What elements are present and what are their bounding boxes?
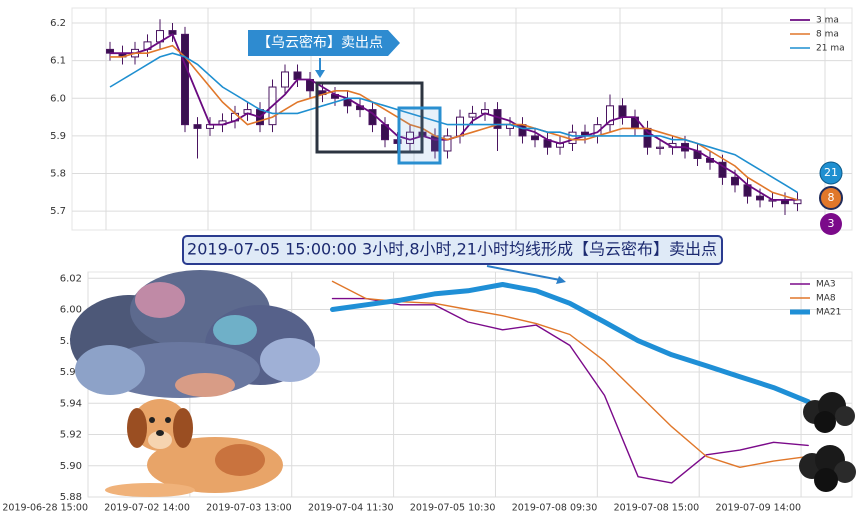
vertical-grid xyxy=(105,8,826,230)
annotation-arrow xyxy=(248,30,400,56)
highlight-box xyxy=(315,81,424,154)
y-tick-label: 5.9 xyxy=(50,131,66,142)
y-tick-label: 5.94 xyxy=(60,398,82,409)
x-tick-label: 2019-07-04 11:30 xyxy=(308,503,394,514)
x-tick-label: 2019-07-08 15:00 xyxy=(614,503,700,514)
badges: 21 8 3 xyxy=(819,161,843,235)
candle-body xyxy=(181,33,189,126)
legend-label: 3 ma xyxy=(816,16,839,26)
candle-body xyxy=(531,135,539,141)
x-tick-label: 2019-06-28 15:00 xyxy=(2,503,88,514)
pointer-head xyxy=(315,70,325,78)
candle-body xyxy=(281,71,289,88)
badge-label: 3 xyxy=(828,217,835,230)
dog xyxy=(105,399,283,497)
ma-line xyxy=(109,52,798,194)
legend-label: MA8 xyxy=(816,294,836,304)
badge-label: 8 xyxy=(828,191,835,204)
marks: 5.7 5.8 5.9 6.0 6.1 6.2 3 ma 8 ma 21 ma 5.88 5.90 5… xyxy=(2,16,852,514)
annotation-label: 【乌云密布】卖出点 xyxy=(257,34,383,51)
badge xyxy=(819,161,843,185)
candle-body xyxy=(618,105,627,118)
x-tick-label: 2019-07-09 14:00 xyxy=(715,503,801,514)
badge xyxy=(820,213,842,235)
ma-line xyxy=(331,297,809,484)
dark-clouds xyxy=(799,392,856,492)
candle-body xyxy=(718,161,727,178)
x-tick-label: 2019-07-08 09:30 xyxy=(512,503,598,514)
y-tick-label: 6.02 xyxy=(60,273,82,284)
y-tick-label: 6.1 xyxy=(50,56,66,67)
x-tick-label: 2019-07-03 13:00 xyxy=(206,503,292,514)
candle-body xyxy=(731,176,739,186)
candle-body xyxy=(468,112,477,118)
y-tick-label: 5.7 xyxy=(50,206,66,217)
y-tick-label: 6.0 xyxy=(50,93,66,104)
legend-label: MA21 xyxy=(816,308,841,318)
banner xyxy=(182,235,723,265)
highlight-box xyxy=(397,106,442,165)
badge xyxy=(819,186,843,210)
legend-label: 21 ma xyxy=(816,44,845,54)
candle-body xyxy=(443,135,452,152)
storm-cloud xyxy=(70,270,320,398)
legend-label: 8 ma xyxy=(816,30,839,40)
candle-body xyxy=(656,146,664,149)
y-tick-label: 5.8 xyxy=(50,169,66,180)
x-tick-label: 2019-07-05 10:30 xyxy=(410,503,496,514)
candle-body xyxy=(568,131,577,144)
candle-body xyxy=(606,105,614,126)
y-tick-label: 5.92 xyxy=(60,430,82,441)
y-tick-label: 5.90 xyxy=(60,461,82,472)
badge-label: 21 xyxy=(824,166,838,179)
y-tick-label: 5.96 xyxy=(60,367,82,378)
x-tick-label: 2019-07-02 14:00 xyxy=(104,503,190,514)
banner-arrow xyxy=(486,265,561,281)
candle-body xyxy=(293,71,302,80)
candle-body xyxy=(193,124,202,129)
y-tick-label: 6.00 xyxy=(60,305,82,316)
legend-label: MA3 xyxy=(816,280,836,290)
candle-body xyxy=(756,195,764,201)
y-tick-label: 6.2 xyxy=(50,18,66,29)
y-tick-label: 5.88 xyxy=(60,492,82,503)
ma-line xyxy=(331,280,809,468)
banner-arrow-head xyxy=(556,276,566,284)
ma-line xyxy=(330,282,811,405)
banner-text: 2019-07-05 15:00:00 3小时,8小时,21小时均线形成【乌云密… xyxy=(187,240,717,259)
